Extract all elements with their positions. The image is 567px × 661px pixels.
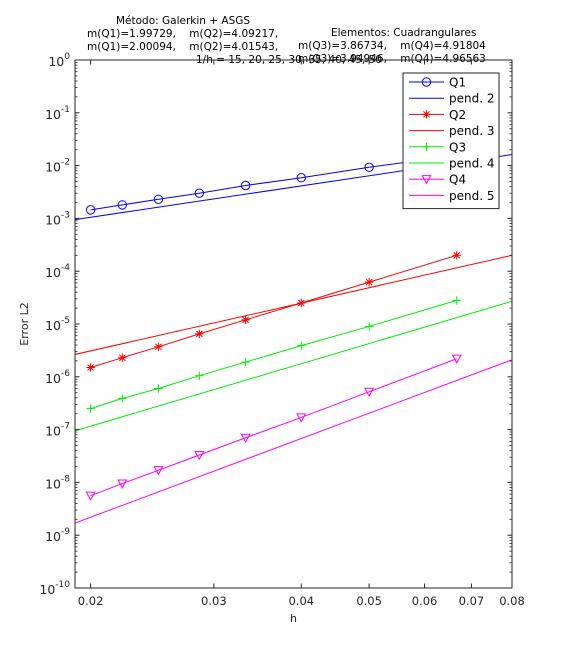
- x-tick-label: 0.04: [288, 594, 314, 608]
- series-line-8: [75, 359, 512, 524]
- y-tick-label: 10-4: [45, 263, 70, 280]
- y-tick-label: 10-2: [45, 158, 70, 175]
- legend-entry-label: pend. 2: [449, 92, 495, 106]
- legend-marker: [422, 142, 431, 151]
- data-point: [451, 354, 462, 364]
- legend-entry-label: Q2: [449, 108, 466, 122]
- series-line-6: [75, 300, 512, 432]
- series-line-4: [75, 254, 512, 355]
- data-point: [85, 491, 96, 501]
- legend-entry-label: Q4: [449, 173, 466, 187]
- data-point: [240, 180, 251, 191]
- title-line-1: Método: Galerkin + ASGS Elementos: Cuadr…: [75, 3, 512, 51]
- y-tick-label: 10-3: [45, 210, 70, 227]
- series-5: [86, 296, 461, 413]
- y-tick-label: 10-9: [45, 527, 70, 544]
- data-point: [153, 466, 164, 476]
- series-line-5: [90, 299, 457, 410]
- y-axis-label: Error L2: [18, 302, 31, 345]
- x-tick-label: 0.07: [459, 594, 485, 608]
- data-point: [296, 413, 307, 423]
- legend-marker: [421, 77, 432, 87]
- x-axis-label: h: [290, 612, 297, 625]
- series-line-7: [90, 358, 457, 497]
- data-point: [195, 371, 204, 380]
- data-point: [364, 322, 374, 331]
- series-3: [86, 251, 461, 372]
- legend-entry-label: Q3: [449, 140, 466, 154]
- y-tick-label: 10-7: [45, 422, 70, 439]
- y-tick-label: 10-5: [45, 316, 70, 333]
- series-8: [75, 359, 512, 524]
- series-6: [75, 300, 512, 432]
- data-point: [194, 450, 205, 461]
- title-slopes-2a: m(Q1)=2.00094, m(Q2)=4.01543,: [87, 41, 279, 53]
- x-tick-label: 0.02: [78, 594, 104, 608]
- title-method: Método: Galerkin + ASGS: [116, 15, 251, 27]
- data-point: [296, 172, 306, 183]
- series-7: [85, 354, 462, 501]
- series-layer: [75, 150, 512, 524]
- data-point: [86, 404, 95, 413]
- y-tick-label: 10-6: [45, 369, 70, 386]
- data-point: [154, 342, 163, 351]
- legend-entry-label: Q1: [449, 76, 466, 90]
- data-point: [118, 394, 127, 403]
- series-line-3: [90, 254, 457, 368]
- x-tick-label: 0.08: [499, 594, 525, 608]
- data-point: [452, 251, 461, 260]
- data-point: [241, 357, 250, 367]
- data-point: [364, 387, 375, 398]
- y-tick-label: 10-8: [45, 474, 70, 491]
- title-elements: Elementos: Cuadrangulares: [331, 27, 477, 39]
- data-point: [240, 433, 251, 444]
- legend-entry-label: pend. 4: [449, 157, 495, 171]
- y-tick-label: 10-10: [39, 580, 70, 597]
- title-line-3: m(Q1)=2.00094, m(Q2)=4.01543, m(Q3)=3.94…: [75, 29, 512, 77]
- legend-entry-label: pend. 3: [449, 124, 495, 138]
- data-point: [85, 205, 96, 215]
- title-slopes-1b: m(Q3)=3.86734, m(Q4)=4.91804: [298, 40, 486, 52]
- data-point: [364, 277, 374, 287]
- title-line-2: m(Q1)=1.99729, m(Q2)=4.09217, m(Q3)=3.86…: [75, 16, 512, 64]
- y-tick-label: 100: [48, 52, 70, 69]
- legend-marker: [421, 175, 432, 185]
- series-line-1: [90, 155, 457, 211]
- series-1: [85, 150, 462, 215]
- x-tick-label: 0.05: [356, 594, 382, 608]
- series-4: [75, 254, 512, 355]
- legend-marker: [422, 110, 431, 119]
- data-point: [153, 194, 164, 205]
- data-point: [117, 200, 128, 210]
- legend-box: [402, 72, 500, 210]
- data-point: [241, 315, 250, 325]
- title-slopes-1a: m(Q1)=1.99729, m(Q2)=4.09217,: [87, 28, 279, 40]
- x-tick-label: 0.03: [201, 594, 227, 608]
- data-point: [452, 296, 461, 305]
- data-point: [117, 479, 128, 489]
- data-point: [86, 363, 95, 372]
- title-slopes-2b: m(Q3)=3.94946, m(Q4)=4.96563: [298, 53, 486, 65]
- y-tick-label: 10-1: [45, 105, 70, 122]
- data-point: [194, 188, 205, 198]
- data-point: [118, 353, 127, 362]
- data-point: [364, 162, 374, 172]
- data-point: [154, 384, 163, 393]
- axis-ticks: 0.02 0.03 0.04 0.05 0.06 0.07 0.08 10-10 10-9 10-…: [39, 52, 524, 608]
- data-point: [195, 329, 204, 339]
- legend: Q1 pend. 2 Q2 pend. 3 Q3 pend. 4 Q4 pend. 5: [402, 72, 500, 210]
- data-point: [297, 341, 306, 350]
- legend-entry-label: pend. 5: [449, 189, 495, 203]
- x-tick-label: 0.06: [412, 594, 438, 608]
